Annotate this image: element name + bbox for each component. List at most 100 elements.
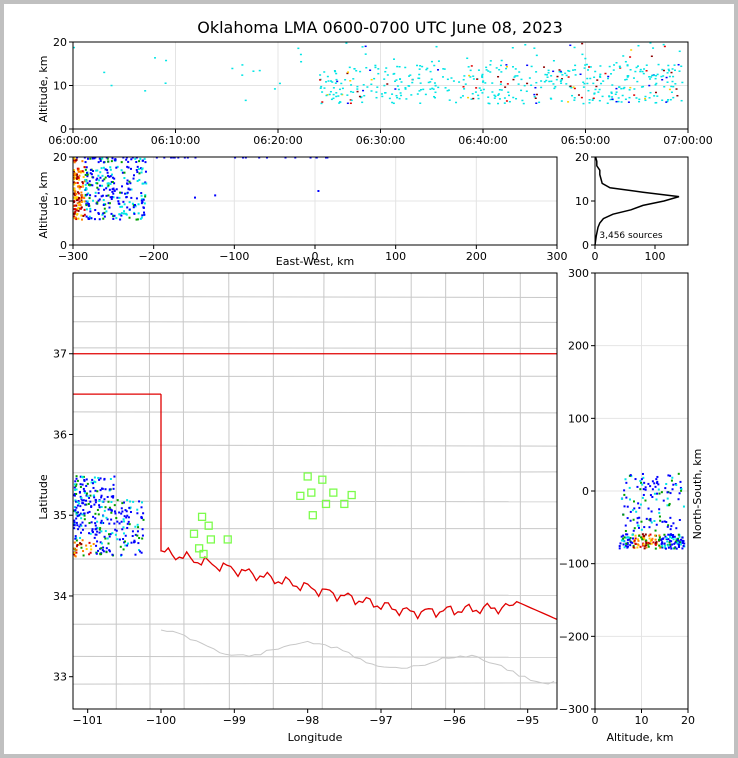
p5-source xyxy=(679,486,682,489)
p5-tick-label-x: 10 xyxy=(635,714,649,727)
p2-source xyxy=(84,183,87,186)
p2-xlabel: East-West, km xyxy=(276,255,354,268)
map-source xyxy=(76,504,79,507)
map-source xyxy=(74,485,77,488)
p1-source xyxy=(489,64,492,66)
p1-source xyxy=(491,82,494,84)
p1-source xyxy=(591,99,594,101)
p4-tick-label-y: 37 xyxy=(53,348,67,361)
p2-source xyxy=(97,192,100,195)
county-line xyxy=(72,321,558,323)
p1-source xyxy=(448,99,451,101)
map-source xyxy=(116,538,119,541)
map-source xyxy=(79,523,82,526)
p2-source xyxy=(82,214,85,217)
p1-source xyxy=(434,84,437,87)
p2-source xyxy=(123,212,126,215)
county-line xyxy=(72,444,558,447)
map-source xyxy=(124,534,127,537)
map-source xyxy=(81,513,84,516)
p2-source xyxy=(258,157,261,159)
p1-source xyxy=(299,53,302,56)
map-source xyxy=(97,549,100,552)
p1-source xyxy=(231,67,234,70)
map-source xyxy=(109,508,112,511)
p1-source xyxy=(609,98,612,101)
map-source xyxy=(107,500,110,503)
map-source xyxy=(120,507,123,510)
p2-source xyxy=(109,182,112,185)
p2-source xyxy=(97,211,100,214)
map-source xyxy=(86,511,89,514)
p2-source xyxy=(99,171,102,174)
p5-source xyxy=(678,535,681,538)
p1-source xyxy=(350,84,353,86)
p1-source xyxy=(375,96,378,99)
p1-source xyxy=(668,69,671,72)
p2-source xyxy=(107,182,110,185)
p1-source xyxy=(615,100,618,103)
p1-source xyxy=(600,82,603,85)
map-source xyxy=(85,484,88,487)
p2-source xyxy=(134,205,137,208)
p1-source xyxy=(648,76,651,78)
p2-source xyxy=(140,216,143,219)
p1-source xyxy=(500,81,503,83)
p1-source xyxy=(569,85,572,87)
p5-source xyxy=(644,488,647,491)
map-source xyxy=(84,503,87,506)
p5-source xyxy=(683,542,686,545)
map-source xyxy=(75,512,78,515)
p2-source xyxy=(83,196,86,199)
p1-source xyxy=(515,97,518,100)
p5-source xyxy=(677,543,680,546)
p2-source xyxy=(141,182,144,185)
p1-source xyxy=(437,60,440,62)
p2-source xyxy=(98,198,101,201)
p2-source xyxy=(86,157,89,160)
map-source xyxy=(140,515,143,518)
map-source xyxy=(133,539,136,542)
p5-source xyxy=(626,543,629,546)
p1-source xyxy=(346,94,349,96)
map-source xyxy=(92,543,95,546)
p2-source xyxy=(96,186,99,189)
p1-source xyxy=(349,80,352,82)
map-source xyxy=(93,503,96,506)
p1-source xyxy=(497,102,500,105)
p2-source xyxy=(138,178,141,181)
p1-source xyxy=(662,69,665,72)
p1-source xyxy=(635,97,638,99)
p2-source xyxy=(98,179,101,182)
p1-source xyxy=(535,93,538,96)
p1-source xyxy=(391,101,394,104)
p1-source xyxy=(593,76,596,79)
p5-source xyxy=(623,489,626,492)
p1-source xyxy=(640,86,643,88)
p1-source xyxy=(579,73,582,76)
map-source xyxy=(85,492,88,495)
county-line xyxy=(72,594,558,596)
p2-source xyxy=(79,170,82,173)
p2-source xyxy=(81,182,84,185)
map-source xyxy=(102,546,105,549)
p1-source xyxy=(518,71,521,73)
county-line xyxy=(482,272,486,710)
p5-source xyxy=(649,494,652,497)
p1-source xyxy=(497,75,500,78)
p1-source xyxy=(503,102,506,104)
p2-source xyxy=(73,193,76,196)
map-source xyxy=(134,533,137,536)
p2-source xyxy=(95,182,98,185)
p2-source xyxy=(107,184,110,187)
map-source xyxy=(100,552,103,555)
p5-source xyxy=(634,534,637,537)
p5-source xyxy=(644,486,647,489)
p5-source xyxy=(626,536,629,539)
p5-source xyxy=(626,538,629,541)
map-source xyxy=(96,508,99,511)
p2-source xyxy=(140,194,143,197)
p5-source xyxy=(632,518,635,521)
p1-source xyxy=(639,68,642,71)
p5-source xyxy=(631,509,634,512)
